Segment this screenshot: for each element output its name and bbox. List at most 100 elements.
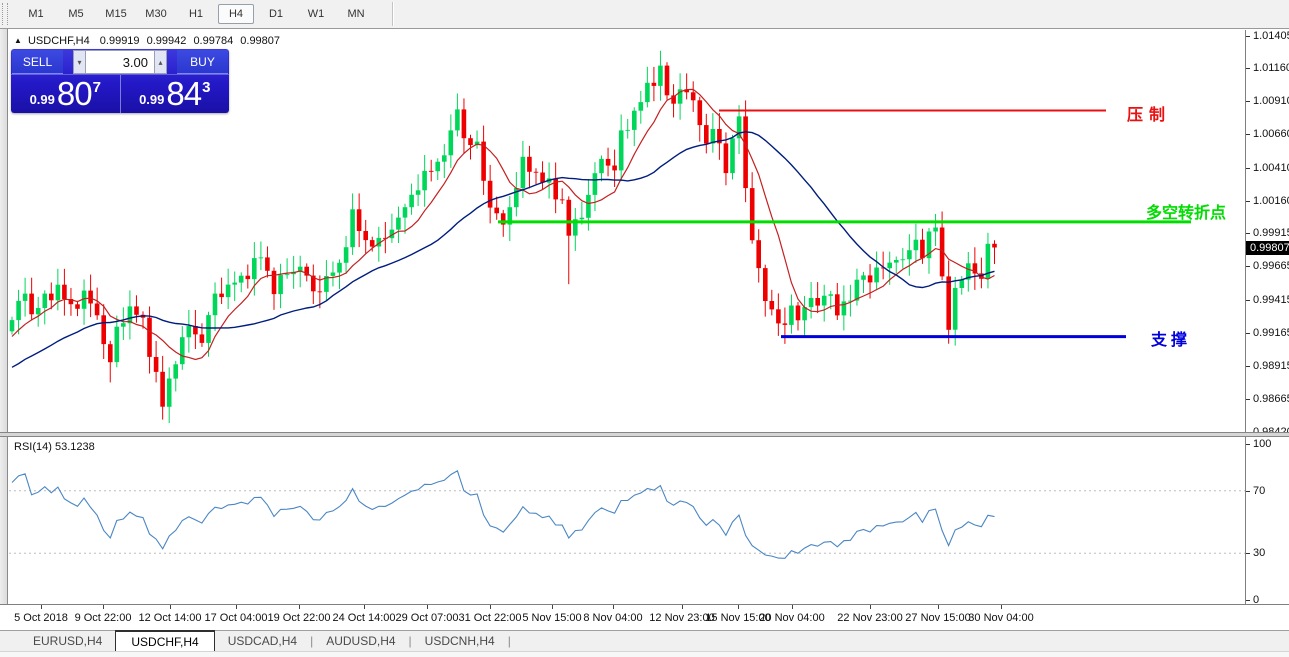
candles	[9, 50, 997, 424]
rsi-axis-label: 100	[1245, 438, 1272, 450]
time-axis-label: 15 Nov 15:00	[705, 612, 771, 624]
timeframe-button-m30[interactable]: M30	[145, 8, 167, 20]
resistance-label: 压制	[1127, 106, 1171, 124]
rsi-indicator-label: RSI(14) 53.1238	[14, 441, 95, 453]
time-axis-label: 29 Oct 07:00	[395, 612, 459, 624]
window-left-edge	[0, 29, 8, 630]
time-axis-label: 19 Oct 22:00	[267, 612, 331, 624]
timeframe-button-m5[interactable]: M5	[68, 8, 84, 20]
price-axis-label: 0.99165	[1246, 327, 1289, 339]
time-axis-label: 22 Nov 23:00	[837, 612, 903, 624]
time-axis[interactable]: 5 Oct 2018 9 Oct 22:00 12 Oct 14:00 17 Oct …	[0, 604, 1289, 630]
time-axis-tick	[738, 605, 739, 609]
tab-usdcnh-h4[interactable]: USDCNH,H4	[424, 634, 495, 648]
time-axis-label: 30 Nov 04:00	[968, 612, 1034, 624]
buy-price-point: 3	[202, 78, 211, 96]
time-axis-label: 12 Nov 23:00	[649, 612, 715, 624]
support-line[interactable]: 支撑	[781, 330, 1191, 349]
buy-price-display[interactable]: 0.99 84 3	[121, 75, 230, 113]
time-axis-label: 5 Oct 2018	[14, 612, 68, 624]
timeframe-toolbar: M1 M5 M15 M30 H1 H4 D1 W1 MN	[0, 0, 1289, 29]
rsi-line	[11, 469, 995, 559]
tab-eurusd-h4[interactable]: EURUSD,H4	[33, 634, 103, 648]
rsi-indicator-panel[interactable]: RSI(14) 53.1238	[9, 437, 1245, 604]
time-axis-label: 24 Oct 14:00	[332, 612, 396, 624]
rsi-axis: 100 70 30 0	[1245, 437, 1289, 606]
timeframe-button-m15[interactable]: M15	[105, 8, 127, 20]
time-axis-tick	[552, 605, 553, 609]
price-chart-panel[interactable]: ▲ USDCHF,H4 0.99919 0.99942 0.99784 0.99…	[9, 30, 1245, 432]
time-axis-tick	[299, 605, 300, 609]
one-click-trade-widget: SELL ▾ 3.00 ▴ BUY 0.99 80 7 0.99 84 3	[11, 49, 229, 113]
buy-price-pips: 84	[166, 75, 202, 112]
time-axis-tick	[682, 605, 683, 609]
toolbar-grip-handle[interactable]	[2, 3, 8, 25]
time-axis-label: 31 Oct 22:00	[458, 612, 522, 624]
time-axis-tick	[427, 605, 428, 609]
lot-increase-button[interactable]: ▴	[154, 50, 167, 74]
bottom-status-strip	[0, 651, 1289, 657]
time-axis-label: 12 Oct 14:00	[138, 612, 202, 624]
time-axis-label: 5 Nov 15:00	[522, 612, 582, 624]
price-axis-label: 1.01160	[1246, 62, 1289, 74]
tab-separator: |	[408, 634, 412, 648]
time-axis-tick	[792, 605, 793, 609]
tab-audusd-h4[interactable]: AUDUSD,H4	[326, 634, 396, 648]
price-axis-label: 0.99915	[1246, 227, 1289, 239]
tab-separator: |	[310, 634, 314, 648]
chart-title: ▲ USDCHF,H4 0.99919 0.99942 0.99784 0.99…	[14, 35, 280, 47]
tab-usdchf-h4[interactable]: USDCHF,H4	[115, 630, 215, 653]
chart-ohlc-close: 0.99807	[240, 35, 281, 47]
rsi-axis-label: 30	[1245, 547, 1266, 560]
timeframe-button-h1[interactable]: H1	[188, 8, 204, 20]
timeframe-button-w1[interactable]: W1	[307, 8, 325, 20]
toolbar-separator	[392, 2, 394, 26]
price-axis-label: 1.00660	[1246, 128, 1289, 140]
timeframe-button-d1[interactable]: D1	[268, 8, 284, 20]
time-axis-tick	[364, 605, 365, 609]
timeframe-button-m1[interactable]: M1	[28, 8, 44, 20]
chart-ohlc-open: 0.99919	[99, 35, 140, 47]
sell-price-pips: 80	[56, 75, 93, 112]
timeframe-button-h4[interactable]: H4	[218, 4, 254, 24]
time-axis-tick	[613, 605, 614, 609]
resistance-line[interactable]: 压制	[719, 106, 1171, 124]
price-axis[interactable]: 1.01405 1.01160 1.00910 1.00660 1.00410 1.001…	[1245, 30, 1289, 438]
ma-fast-line	[11, 88, 995, 361]
price-axis-label: 0.99415	[1246, 294, 1289, 306]
time-axis-tick	[170, 605, 171, 609]
time-axis-tick	[490, 605, 491, 609]
sell-button[interactable]: SELL	[12, 50, 63, 74]
rsi-axis-label: 0	[1245, 594, 1260, 606]
rsi-axis-label: 70	[1245, 484, 1266, 497]
timeframe-button-mn[interactable]: MN	[347, 8, 365, 20]
tab-separator: |	[507, 634, 511, 648]
price-axis-label: 0.99665	[1246, 260, 1289, 272]
sell-price-prefix: 0.99	[29, 91, 55, 107]
panel-splitter[interactable]	[0, 432, 1289, 437]
time-axis-label: 17 Oct 04:00	[204, 612, 268, 624]
price-axis-label: 0.98665	[1246, 393, 1289, 405]
sell-price-display[interactable]: 0.99 80 7	[11, 75, 121, 113]
support-label: 支撑	[1150, 330, 1191, 349]
pivot-line[interactable]: 多空转折点	[498, 203, 1226, 224]
time-axis-tick	[103, 605, 104, 609]
time-axis-label: 27 Nov 15:00	[905, 612, 971, 624]
time-axis-tick	[870, 605, 871, 609]
chart-ohlc-low: 0.99784	[193, 35, 234, 47]
price-axis-label: 1.00910	[1246, 95, 1289, 107]
pivot-label: 多空转折点	[1146, 203, 1226, 222]
collapse-triangle-icon[interactable]: ▲	[14, 36, 22, 45]
lot-size-field[interactable]: 3.00	[86, 50, 154, 74]
buy-button[interactable]: BUY	[177, 50, 228, 74]
rsi-line-chart	[9, 469, 1245, 559]
time-axis-tick	[236, 605, 237, 609]
lot-decrease-button[interactable]: ▾	[73, 50, 86, 74]
sell-price-point: 7	[92, 78, 101, 96]
chart-symbol-label: USDCHF,H4	[27, 35, 90, 47]
tab-usdcad-h4[interactable]: USDCAD,H4	[227, 634, 298, 648]
time-axis-tick	[1001, 605, 1002, 609]
chart-ohlc-high: 0.99942	[146, 35, 187, 47]
price-axis-label: 0.98915	[1246, 360, 1289, 372]
